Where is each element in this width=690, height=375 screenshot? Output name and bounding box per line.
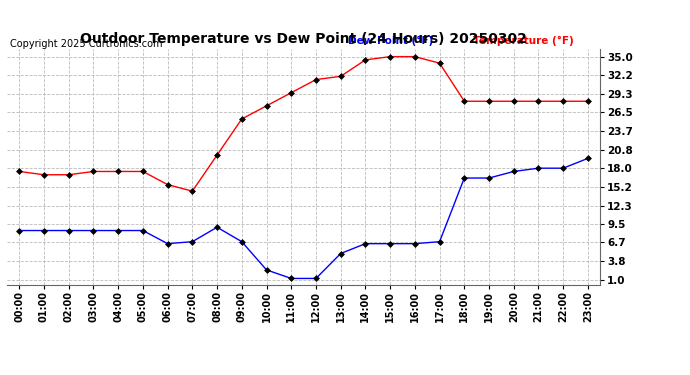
Text: Temperature (°F): Temperature (°F) xyxy=(473,36,573,46)
Title: Outdoor Temperature vs Dew Point (24 Hours) 20250302: Outdoor Temperature vs Dew Point (24 Hou… xyxy=(80,32,527,46)
Text: Copyright 2025 Curtronics.com: Copyright 2025 Curtronics.com xyxy=(10,39,163,50)
Text: Dew Point (°F): Dew Point (°F) xyxy=(348,36,433,46)
